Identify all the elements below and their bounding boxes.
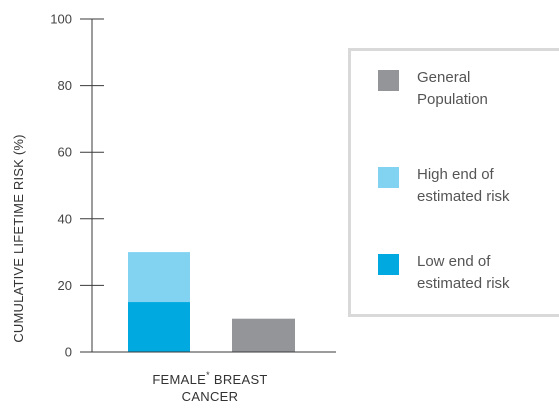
legend-label-1-line2: estimated risk [417, 188, 510, 205]
category-label-text: FEMALE [152, 372, 206, 387]
y-tick-label-40: 40 [58, 211, 72, 226]
y-tick-label-0: 0 [65, 345, 72, 360]
legend-label-2-line1: Low end of [417, 253, 491, 270]
bar-low-end [128, 302, 190, 352]
category-label-line2: CANCER [182, 389, 239, 404]
legend: General Population High end of estimated ri… [350, 50, 559, 316]
legend-label-0-line2: Population [417, 91, 488, 108]
legend-swatch-2 [378, 254, 399, 275]
y-axis: 0 20 40 60 80 100 CUMULATIVE LIFETIME RISK (%) [11, 12, 104, 360]
category-label-text-2: BREAST [210, 372, 268, 387]
bars [128, 252, 295, 352]
y-tick-label-100: 100 [50, 12, 72, 27]
y-tick-label-60: 60 [58, 145, 72, 160]
y-tick-label-20: 20 [58, 278, 72, 293]
bar-high-end [128, 252, 190, 302]
category-label-line1: FEMALE* BREAST [152, 370, 267, 387]
legend-label-0-line1: General [417, 69, 470, 86]
legend-swatch-0 [378, 70, 399, 91]
y-axis-title: CUMULATIVE LIFETIME RISK (%) [11, 134, 26, 342]
legend-swatch-1 [378, 167, 399, 188]
x-axis: FEMALE* BREAST CANCER [80, 352, 336, 404]
y-tick-label-80: 80 [58, 78, 72, 93]
legend-label-1-line1: High end of [417, 166, 495, 183]
bar-general-population [232, 319, 295, 352]
legend-label-2-line2: estimated risk [417, 275, 510, 292]
